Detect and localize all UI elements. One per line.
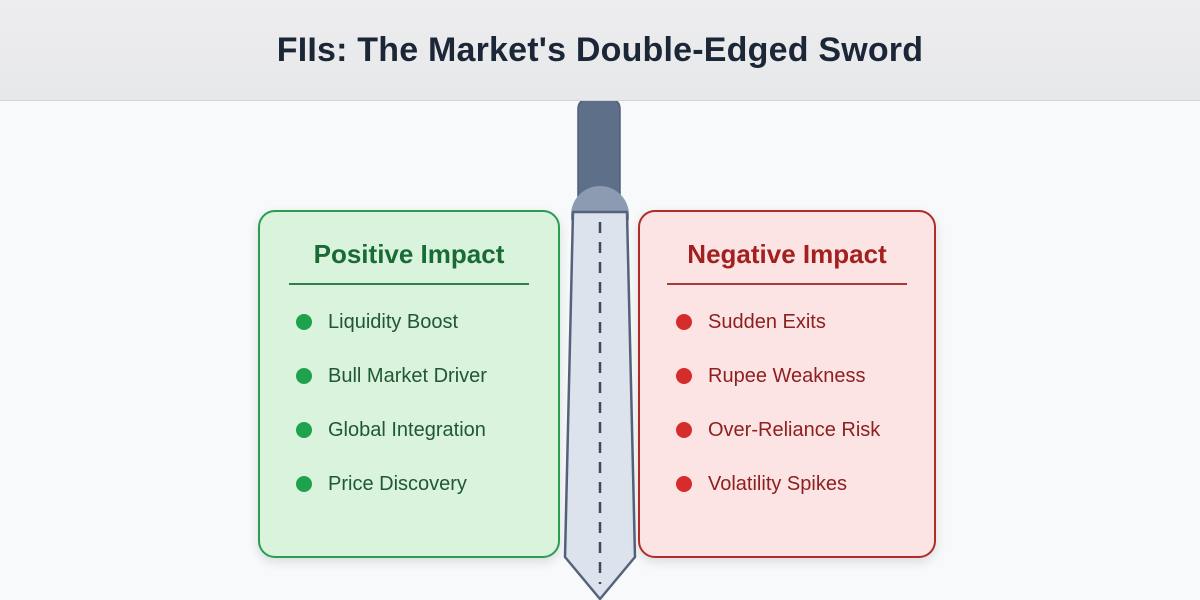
green-bullet-dot-icon [296, 476, 312, 492]
list-item-label: Over-Reliance Risk [708, 418, 881, 441]
green-bullet-dot-icon [296, 422, 312, 438]
page-title: FIIs: The Market's Double-Edged Sword [276, 30, 924, 69]
list-item-label: Liquidity Boost [328, 310, 459, 333]
positive-title-underline [289, 283, 529, 285]
list-item: Volatility Spikes [676, 457, 934, 511]
list-item: Sudden Exits [676, 295, 934, 349]
list-item: Bull Market Driver [296, 349, 558, 403]
list-item-label: Price Discovery [328, 472, 467, 495]
header: FIIs: The Market's Double-Edged Sword [0, 0, 1200, 101]
green-bullet-dot-icon [296, 314, 312, 330]
list-item: Liquidity Boost [296, 295, 558, 349]
negative-title-underline [667, 283, 907, 285]
negative-items-list: Sudden Exits Rupee Weakness Over-Relianc… [640, 295, 934, 511]
positive-impact-panel: Positive Impact Liquidity Boost Bull Mar… [258, 210, 560, 558]
list-item: Over-Reliance Risk [676, 403, 934, 457]
list-item-label: Global Integration [328, 418, 486, 441]
red-bullet-dot-icon [676, 476, 692, 492]
list-item-label: Sudden Exits [708, 310, 826, 333]
list-item-label: Volatility Spikes [708, 472, 847, 495]
negative-impact-panel: Negative Impact Sudden Exits Rupee Weakn… [638, 210, 936, 558]
negative-panel-title: Negative Impact [687, 239, 887, 269]
sword-handle [577, 99, 621, 199]
red-bullet-dot-icon [676, 368, 692, 384]
list-item: Rupee Weakness [676, 349, 934, 403]
positive-items-list: Liquidity Boost Bull Market Driver Globa… [260, 295, 558, 511]
list-item-label: Bull Market Driver [328, 364, 487, 387]
positive-panel-title: Positive Impact [313, 239, 505, 269]
red-bullet-dot-icon [676, 314, 692, 330]
list-item: Global Integration [296, 403, 558, 457]
green-bullet-dot-icon [296, 368, 312, 384]
list-item: Price Discovery [296, 457, 558, 511]
list-item-label: Rupee Weakness [708, 364, 866, 387]
red-bullet-dot-icon [676, 422, 692, 438]
